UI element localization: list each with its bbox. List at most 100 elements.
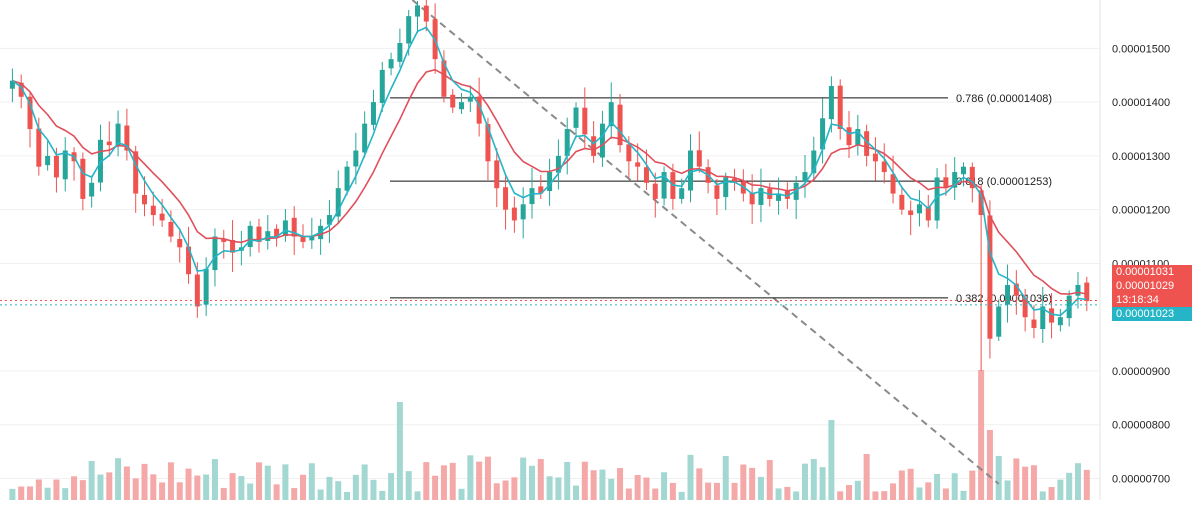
price-label: 0.00001029	[1112, 279, 1192, 293]
candle-body	[450, 94, 456, 108]
candle-body	[27, 96, 33, 130]
volume-bar	[810, 458, 817, 500]
volume-bar	[819, 467, 826, 500]
volume-bar	[440, 465, 447, 500]
candle-body	[908, 210, 914, 216]
volume-bar	[308, 463, 315, 500]
volume-bar	[282, 464, 289, 500]
candle-body	[503, 187, 509, 210]
candle-body	[599, 123, 605, 158]
volume-bar	[978, 370, 985, 500]
candle-body	[846, 127, 852, 146]
candle-body	[150, 205, 156, 216]
volume-bar	[502, 480, 509, 500]
candle-body	[203, 268, 209, 305]
volume-bar	[220, 487, 227, 500]
volume-bar	[255, 462, 262, 500]
candle-body	[723, 177, 729, 198]
volume-bar	[907, 468, 914, 500]
candle-body	[943, 177, 949, 189]
volume-bar	[828, 420, 835, 500]
candle-body	[80, 158, 86, 199]
candle-body	[890, 174, 896, 194]
volume-bar	[27, 486, 34, 500]
candle-body	[864, 131, 870, 156]
volume-bar	[687, 454, 694, 500]
candle-body	[36, 128, 42, 167]
volume-bar	[211, 459, 218, 500]
volume-bar	[784, 486, 791, 500]
volume-bar	[238, 476, 245, 500]
candle-body	[397, 43, 403, 62]
volume-bar	[696, 468, 703, 500]
volume-bar	[9, 488, 16, 500]
volume-bar	[326, 476, 333, 500]
candle-body	[520, 204, 526, 220]
ma-fast-line	[11, 26, 1087, 317]
volume-bar	[79, 480, 86, 500]
volume-bar	[493, 483, 500, 500]
volume-bar	[705, 482, 712, 500]
candle-body	[538, 186, 544, 194]
volume-bar	[749, 467, 756, 500]
candle-body	[1022, 298, 1028, 318]
candle-body	[555, 155, 561, 173]
volume-bar	[335, 481, 342, 500]
candle-body	[978, 190, 984, 216]
candle-body	[529, 188, 535, 205]
volume-bar	[837, 491, 844, 500]
volume-bar	[396, 402, 403, 500]
moving-averages	[0, 26, 1100, 317]
volume-bar	[317, 489, 324, 500]
candle-body	[872, 153, 878, 162]
volume-bar	[590, 470, 597, 500]
trendline-layer	[411, 0, 1000, 485]
volume-bar	[951, 473, 958, 500]
volume-bar	[185, 468, 192, 500]
volume-bar	[291, 488, 298, 500]
candle-body	[987, 215, 993, 339]
candle-body	[635, 162, 641, 167]
candle-body	[379, 69, 385, 103]
volume-bar	[740, 464, 747, 500]
candle-body	[564, 129, 570, 156]
candle-body	[476, 96, 482, 124]
candle-body	[362, 123, 368, 153]
candle-body	[547, 172, 553, 192]
candle-body	[494, 160, 500, 189]
volume-bar	[370, 479, 377, 500]
candle-body	[916, 204, 922, 214]
volume-bar	[273, 484, 280, 500]
price-label: 0.00001023	[1112, 307, 1192, 321]
candle-body	[661, 172, 667, 199]
volume-bar	[1066, 472, 1073, 500]
candle-body	[230, 240, 236, 253]
volume-bar	[106, 472, 113, 500]
candle-body	[115, 123, 121, 147]
volume-bar	[573, 485, 580, 500]
volume-bar	[669, 482, 676, 500]
volume-bar	[599, 469, 606, 500]
volume-bar	[801, 463, 808, 500]
volume-bar	[969, 470, 976, 500]
ma-slow-line	[12, 68, 1087, 295]
volume-bar	[423, 462, 430, 500]
volume-bar	[934, 473, 941, 500]
volume-bar	[405, 471, 412, 500]
volume-bar	[300, 474, 307, 500]
candle-body	[934, 177, 940, 221]
candle-body	[309, 236, 315, 241]
candle-body	[837, 85, 843, 130]
volume-bar	[652, 488, 659, 500]
candle-body	[53, 155, 59, 178]
candle-body	[573, 107, 579, 128]
volume-bar	[167, 462, 174, 500]
volume-bar	[995, 455, 1002, 500]
candle-body	[714, 185, 720, 199]
candle-body	[274, 228, 280, 237]
candle-body	[256, 226, 262, 242]
volume-bar	[898, 470, 905, 500]
y-tick-label: 0.00001500	[1112, 43, 1170, 55]
